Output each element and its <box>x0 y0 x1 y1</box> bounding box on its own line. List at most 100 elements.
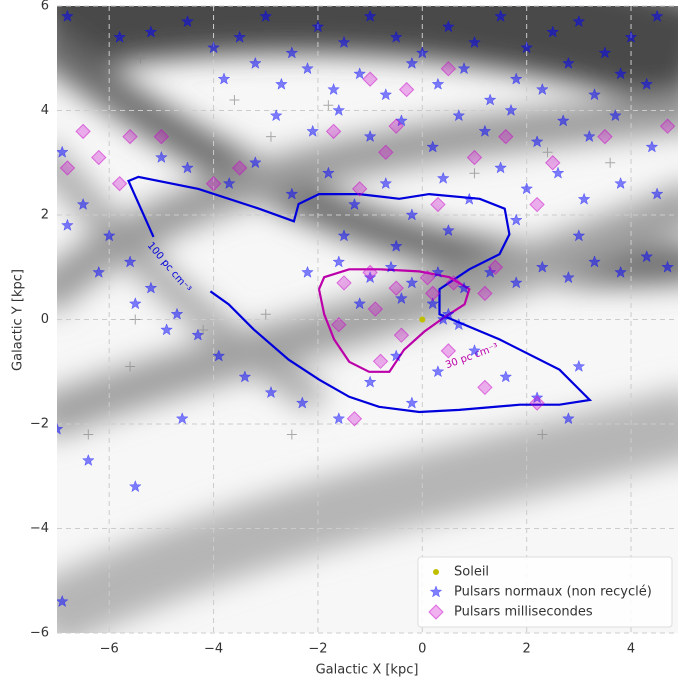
msp-diamond <box>346 411 363 427</box>
pulsar-star <box>337 229 351 242</box>
pulsar-star <box>551 166 565 179</box>
x-tick-label: −6 <box>100 642 119 657</box>
pulsar-star <box>572 14 586 28</box>
pulsar-star <box>478 124 492 137</box>
pulsar-star <box>562 56 575 69</box>
pulsar-star <box>457 61 471 75</box>
plus-marker <box>83 429 94 440</box>
pulsar-star <box>327 82 340 96</box>
msp-diamond <box>487 259 504 275</box>
plus-marker <box>605 157 616 168</box>
msp-diamond <box>388 280 404 296</box>
pulsar-star <box>389 30 403 43</box>
pulsar-star <box>530 135 544 148</box>
pulsar-star <box>509 213 523 226</box>
msp-diamond <box>498 128 514 145</box>
pulsar-star <box>61 218 74 231</box>
y-axis-label: Galactic Y [kpc] <box>11 269 26 371</box>
plus-marker <box>130 314 141 325</box>
pulsar-star <box>442 20 455 33</box>
pulsar-star <box>61 9 74 22</box>
pulsar-star <box>389 349 403 362</box>
pulsar-star <box>123 255 137 268</box>
pulsar-star <box>144 281 158 294</box>
pulsar-star <box>311 20 325 33</box>
pulsar-star <box>275 77 288 90</box>
pulsar-star <box>530 391 544 404</box>
plus-marker <box>218 157 229 168</box>
pulsar-star <box>462 192 476 205</box>
pulsar-star <box>233 30 247 43</box>
pulsar-star <box>128 297 142 310</box>
pulsar-star <box>384 260 398 273</box>
pulsar-star <box>248 56 262 69</box>
y-tick-label: −4 <box>30 521 49 536</box>
pulsar-star <box>405 276 419 289</box>
pulsar-star <box>614 67 627 80</box>
pulsar-star <box>494 161 507 174</box>
pulsar-star <box>442 307 455 320</box>
pulsar-star <box>405 208 419 221</box>
pulsar-star <box>431 77 445 90</box>
msp-diamond <box>205 175 222 192</box>
msp-diamond <box>477 285 493 302</box>
msp-diamond <box>372 353 389 370</box>
msp-diamond <box>367 301 384 317</box>
pulsar-star <box>483 265 497 278</box>
pulsar-star <box>348 197 361 210</box>
pulsar-star <box>640 250 654 263</box>
plus-marker <box>260 309 271 320</box>
x-axis-label: Galactic X [kpc] <box>316 663 419 678</box>
pulsar-star <box>57 422 64 435</box>
pulsar-star <box>572 229 586 242</box>
pulsar-star <box>415 46 429 59</box>
pulsar-star <box>175 412 189 425</box>
pulsar-star <box>436 171 450 184</box>
pulsar-star <box>457 281 471 294</box>
msp-diamond <box>440 343 457 359</box>
pulsar-star <box>332 255 346 268</box>
pulsar-star <box>389 239 403 252</box>
msp-diamond <box>445 275 462 291</box>
x-tick-label: 0 <box>418 642 426 657</box>
pulsar-star <box>442 224 455 237</box>
pulsar-star <box>483 93 497 106</box>
pulsar-star <box>285 187 299 200</box>
pulsar-star <box>301 265 314 278</box>
pulsar-star <box>128 479 142 493</box>
pulsar-star <box>535 82 549 96</box>
pulsar-star <box>113 30 126 43</box>
pulsar-star <box>306 124 320 137</box>
legend-marker <box>429 585 443 598</box>
pulsar-star <box>363 375 377 388</box>
pulsar-star <box>588 255 601 268</box>
msp-diamond <box>545 155 561 171</box>
y-tick-label: −2 <box>30 417 49 432</box>
pulsar-star <box>81 453 95 466</box>
pulsar-star <box>285 46 299 59</box>
y-tick-label: 6 <box>41 0 49 14</box>
pulsar-star <box>645 140 659 153</box>
pulsar-star <box>379 88 393 101</box>
plus-marker <box>198 324 209 335</box>
msp-diamond <box>325 123 342 140</box>
pulsar-star <box>363 9 377 22</box>
pulsar-star <box>181 161 194 174</box>
msp-diamond <box>111 175 128 192</box>
x-tick-label: 2 <box>523 642 531 657</box>
pulsar-star <box>57 594 69 608</box>
msp-diamond <box>597 128 613 145</box>
pulsar-star <box>562 412 575 425</box>
pulsar-star <box>535 260 549 273</box>
pulsar-star <box>661 260 674 273</box>
x-tick-label: −4 <box>204 642 223 657</box>
pulsar-star <box>301 61 314 75</box>
pulsar-star <box>259 9 273 22</box>
pulsar-star <box>431 365 445 378</box>
pulsar-star <box>556 114 570 127</box>
msp-diamond <box>659 118 676 134</box>
pulsar-star <box>650 187 664 200</box>
pulsar-star <box>520 182 534 195</box>
pulsar-star <box>546 25 560 38</box>
pulsar-star <box>588 88 601 101</box>
